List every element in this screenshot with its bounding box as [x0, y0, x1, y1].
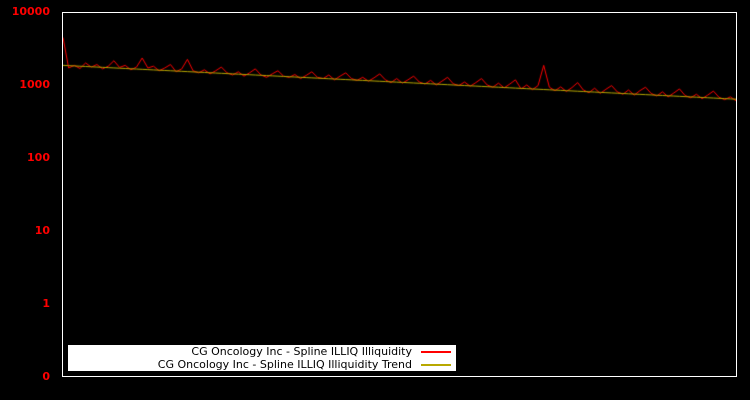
y-tick-label: 1000 — [19, 78, 50, 91]
legend-item: CG Oncology Inc - Spline ILLIQ Illiquidi… — [68, 345, 456, 358]
chart-canvas — [63, 13, 736, 376]
legend: CG Oncology Inc - Spline ILLIQ Illiquidi… — [68, 345, 456, 371]
legend-label: CG Oncology Inc - Spline ILLIQ Illiquidi… — [157, 358, 412, 371]
plot-area — [62, 12, 737, 377]
legend-line-sample-illiquidity — [421, 350, 451, 353]
legend-item: CG Oncology Inc - Spline ILLIQ Illiquidi… — [68, 358, 456, 371]
legend-line-sample-trend — [421, 363, 451, 366]
legend-label: CG Oncology Inc - Spline ILLIQ Illiquidi… — [191, 345, 412, 358]
y-tick-label: 100 — [27, 151, 50, 164]
y-tick-label: 10 — [34, 224, 50, 237]
y-tick-label: 1 — [42, 297, 50, 310]
y-tick-label: 10000 — [11, 5, 50, 18]
y-tick-label: 0 — [42, 370, 50, 383]
